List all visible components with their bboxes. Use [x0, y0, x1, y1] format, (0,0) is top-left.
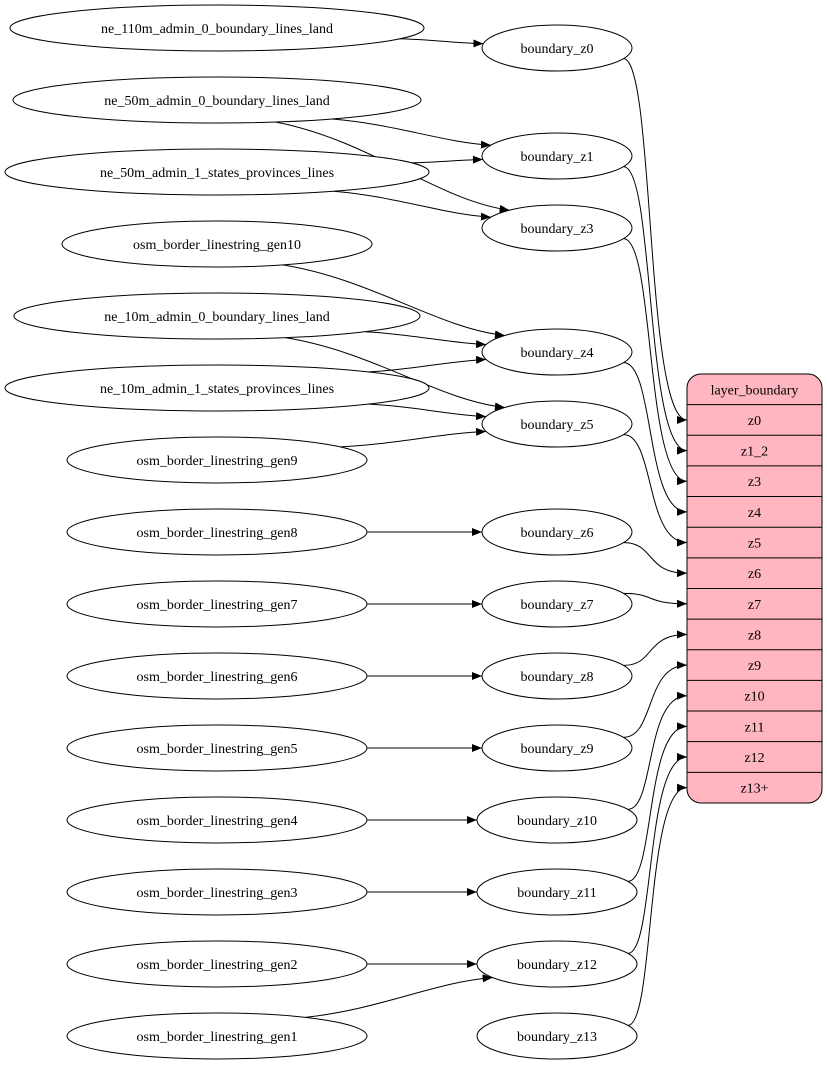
record-port-z13+: z13+: [740, 782, 768, 797]
boundary-label: boundary_z7: [520, 598, 593, 613]
boundary-label: boundary_z8: [520, 670, 593, 685]
record-port-z1_2: z1_2: [741, 445, 768, 460]
record-port-z5: z5: [748, 537, 761, 552]
record-port-z9: z9: [748, 659, 761, 674]
edge-bz11-to-p11: [627, 722, 688, 882]
source-node: osm_border_linestring_gen8: [66, 508, 368, 556]
edge-bz3-to-p3: [623, 238, 688, 486]
source-node: osm_border_linestring_gen7: [66, 580, 368, 628]
source-node: osm_border_linestring_gen1: [66, 1012, 368, 1060]
record-port-z8: z8: [748, 628, 761, 643]
boundary-label: boundary_z13: [517, 1030, 597, 1045]
source-label: osm_border_linestring_gen7: [137, 598, 298, 613]
source-label: osm_border_linestring_gen10: [133, 238, 301, 253]
source-label: osm_border_linestring_gen4: [137, 814, 298, 829]
source-label: ne_10m_admin_1_states_provinces_lines: [100, 382, 334, 397]
source-label: osm_border_linestring_gen8: [137, 526, 298, 541]
edge-bz12-to-p12: [627, 753, 688, 954]
edge-gen9-to-bz5: [340, 427, 487, 448]
boundary-label: boundary_z6: [520, 526, 593, 541]
edge-bz7-to-p7: [623, 592, 688, 608]
source-node: ne_10m_admin_0_boundary_lines_land: [13, 292, 421, 340]
source-node: ne_110m_admin_0_boundary_lines_land: [9, 4, 425, 52]
edge-bz1-to-p1: [623, 166, 688, 455]
boundary-label: boundary_z0: [520, 42, 593, 57]
source-node: ne_50m_admin_1_states_provinces_lines: [4, 148, 430, 196]
edge-bz9-to-p9: [623, 661, 688, 738]
boundary-node: boundary_z7: [481, 580, 633, 628]
boundary-node: boundary_z3: [481, 204, 633, 252]
source-node: osm_border_linestring_gen6: [66, 652, 368, 700]
source-label: osm_border_linestring_gen5: [137, 742, 298, 757]
source-label: ne_110m_admin_0_boundary_lines_land: [101, 22, 333, 37]
boundary-node: boundary_z4: [481, 328, 633, 376]
boundary-node: boundary_z8: [481, 652, 633, 700]
edge-bz13-to-p13: [627, 783, 688, 1026]
edge-ne110_0-to-bz0: [399, 38, 484, 48]
source-label: ne_50m_admin_1_states_provinces_lines: [100, 166, 334, 181]
boundary-node: boundary_z1: [481, 132, 633, 180]
source-node: osm_border_linestring_gen4: [66, 796, 368, 844]
boundary-node: boundary_z0: [481, 24, 633, 72]
source-node: ne_50m_admin_0_boundary_lines_land: [12, 76, 422, 124]
source-label: osm_border_linestring_gen2: [137, 958, 298, 973]
record-port-z10: z10: [744, 690, 764, 705]
record-port-z7: z7: [748, 598, 761, 613]
record-port-z12: z12: [744, 751, 764, 766]
source-node: osm_border_linestring_gen9: [66, 436, 368, 484]
source-node: osm_border_linestring_gen5: [66, 724, 368, 772]
edge-bz5-to-p5: [623, 434, 688, 547]
source-node: ne_10m_admin_1_states_provinces_lines: [4, 364, 430, 412]
record-title: layer_boundary: [711, 383, 799, 398]
source-node: osm_border_linestring_gen2: [66, 940, 368, 988]
edge-ne10_1-to-bz4: [368, 355, 487, 373]
source-label: ne_10m_admin_0_boundary_lines_land: [104, 310, 330, 325]
source-label: osm_border_linestring_gen1: [137, 1030, 298, 1045]
edge-bz8-to-p8: [623, 630, 688, 666]
nodes: ne_110m_admin_0_boundary_lines_land ne_50…: [4, 4, 638, 1060]
boundary-label: boundary_z12: [517, 958, 597, 973]
edge-bz0-to-p0: [623, 58, 688, 424]
boundary-label: boundary_z9: [520, 742, 593, 757]
boundary-label: boundary_z11: [517, 886, 597, 901]
source-label: osm_border_linestring_gen9: [137, 454, 298, 469]
boundary-node: boundary_z9: [481, 724, 633, 772]
boundary-node: boundary_z13: [476, 1012, 638, 1060]
edge-gen10-to-bz4: [282, 264, 505, 339]
source-node: osm_border_linestring_gen3: [66, 868, 368, 916]
edge-bz4-to-p4: [623, 362, 688, 516]
source-label: osm_border_linestring_gen6: [137, 670, 298, 685]
record-port-z11: z11: [745, 720, 765, 735]
source-node: osm_border_linestring_gen10: [61, 220, 373, 268]
layer-boundary-record: layer_boundary z0 z1_2 z3 z4 z5 z6 z7 z8 z9 z10 z11…: [686, 373, 823, 804]
edge-ne50_1-to-bz1: [411, 155, 483, 164]
edge-ne50_0-to-bz1: [332, 118, 491, 149]
record-port-z6: z6: [748, 567, 761, 582]
edge-ne10_0-to-bz5: [285, 337, 505, 411]
record-port-z0: z0: [748, 414, 761, 429]
boundary-node: boundary_z10: [476, 796, 638, 844]
boundary-label: boundary_z1: [520, 150, 593, 165]
record-port-z4: z4: [748, 506, 761, 521]
boundary-label: boundary_z10: [517, 814, 597, 829]
boundary-label: boundary_z3: [520, 222, 593, 237]
edge-ne50_1-to-bz3: [333, 190, 491, 221]
edge-bz6-to-p6: [623, 542, 688, 578]
record-port-z3: z3: [748, 475, 761, 490]
edge-bz10-to-p10: [627, 691, 688, 810]
boundary-node: boundary_z12: [476, 940, 638, 988]
edge-ne10_1-to-bz5: [368, 403, 487, 421]
edges: [275, 38, 688, 1026]
boundary-node: boundary_z6: [481, 508, 633, 556]
boundary-label: boundary_z5: [520, 418, 593, 433]
source-label: osm_border_linestring_gen3: [137, 886, 298, 901]
boundary-node: boundary_z11: [476, 868, 638, 916]
boundary-label: boundary_z4: [520, 346, 593, 361]
source-label: ne_50m_admin_0_boundary_lines_land: [104, 94, 330, 109]
boundary-node: boundary_z5: [481, 400, 633, 448]
edge-ne10_0-to-bz4: [365, 331, 487, 349]
edge-gen1-to-bz12: [304, 974, 493, 1018]
